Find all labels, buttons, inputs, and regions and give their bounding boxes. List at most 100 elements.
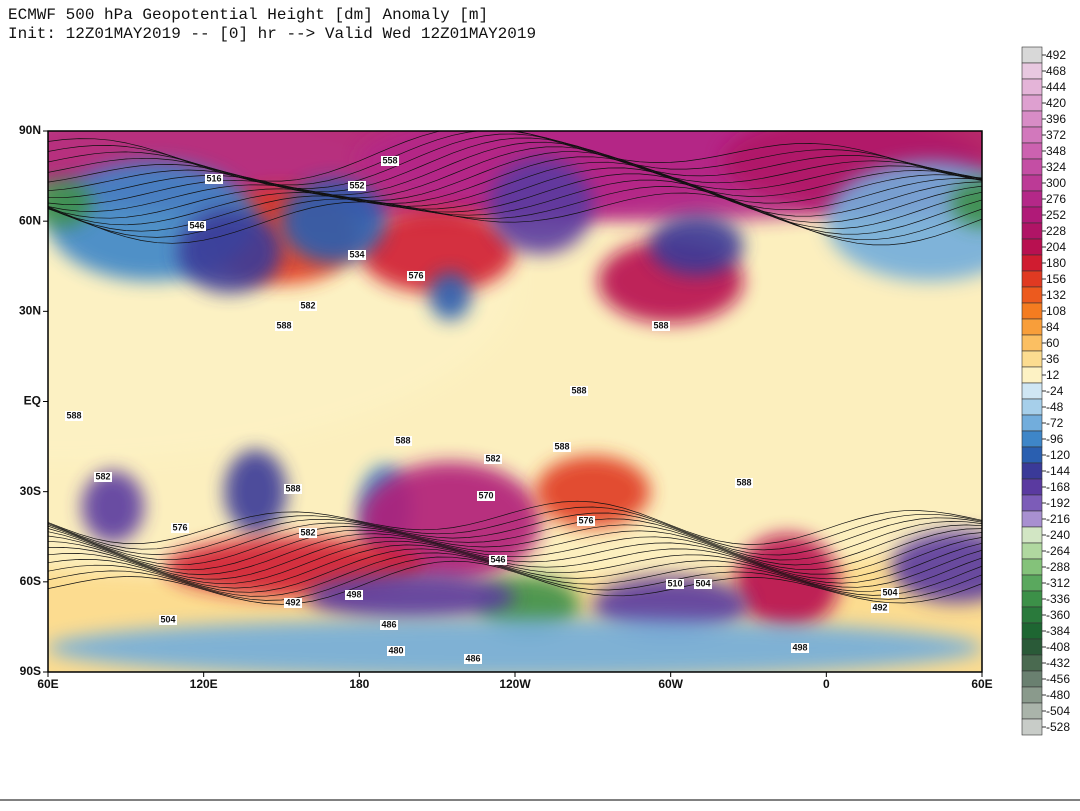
colorbar-label: -456 <box>1046 672 1070 686</box>
colorbar-label: -240 <box>1046 528 1070 542</box>
colorbar-swatch <box>1021 558 1043 576</box>
contour-label-bg <box>205 174 223 184</box>
colorbar-label: -432 <box>1046 656 1070 670</box>
contour-label: 582 <box>300 300 315 310</box>
lat-tick-label: 90S <box>20 664 41 678</box>
colorbar-swatch <box>1021 510 1043 528</box>
colorbar-swatch <box>1021 174 1043 192</box>
lon-tick-label: 180 <box>349 677 369 691</box>
contour-line <box>48 552 982 597</box>
colorbar-swatch <box>1021 158 1043 176</box>
contour-label-bg <box>299 301 317 311</box>
colorbar-swatch <box>1021 238 1043 256</box>
colorbar-label: 228 <box>1046 224 1066 238</box>
colorbar-swatch <box>1021 206 1043 224</box>
colorbar-swatch <box>1021 638 1043 656</box>
colorbar-label: 180 <box>1046 256 1066 270</box>
colorbar-label: -48 <box>1046 400 1064 414</box>
contour-label-bg <box>407 271 425 281</box>
contour-label-bg <box>275 321 293 331</box>
contour-label: 510 <box>667 578 682 588</box>
colorbar-swatch <box>1021 94 1043 112</box>
colorbar-label: 156 <box>1046 272 1066 286</box>
lat-tick-label: 60S <box>20 574 41 588</box>
colorbar-label: 12 <box>1046 368 1060 382</box>
colorbar-swatch <box>1021 270 1043 288</box>
contour-line <box>48 512 982 556</box>
contour-label: 516 <box>206 173 221 183</box>
contour-label: 504 <box>695 578 710 588</box>
contour-label: 552 <box>349 180 364 190</box>
colorbar-swatch <box>1021 526 1043 544</box>
contour-label-bg <box>94 472 112 482</box>
contour-label: 486 <box>465 653 480 663</box>
colorbar-swatch <box>1021 398 1043 416</box>
colorbar-label: -336 <box>1046 592 1070 606</box>
contour-label-bg <box>553 442 571 452</box>
contour-line <box>48 500 982 545</box>
contour-label-bg <box>666 579 684 589</box>
colorbar-swatch <box>1021 334 1043 352</box>
contour-line <box>48 156 982 211</box>
contour-label-bg <box>348 181 366 191</box>
colorbar-label: -24 <box>1046 384 1064 398</box>
colorbar-swatch <box>1021 382 1043 400</box>
colorbar-label: -504 <box>1046 704 1070 718</box>
contour-line <box>48 528 982 571</box>
contour-label-bg <box>171 523 189 533</box>
contour-label: 546 <box>189 220 204 230</box>
contour-label-bg <box>489 555 507 565</box>
contour-line <box>48 537 982 580</box>
contour-label-bg <box>484 454 502 464</box>
colorbar-swatch <box>1021 142 1043 160</box>
colorbar-label: -288 <box>1046 560 1070 574</box>
colorbar-label: 492 <box>1046 48 1066 62</box>
contour-label-bg <box>348 250 366 260</box>
contour-label-bg <box>652 321 670 331</box>
lon-tick-label: 120E <box>190 677 218 691</box>
colorbar-label: -480 <box>1046 688 1070 702</box>
anomaly-area <box>81 470 145 543</box>
contour-label-bg <box>345 590 363 600</box>
colorbar-label: 276 <box>1046 192 1066 206</box>
colorbar-label: -192 <box>1046 496 1070 510</box>
colorbar-swatch <box>1021 654 1043 672</box>
contour-label: 588 <box>653 320 668 330</box>
colorbar-swatch <box>1021 302 1043 320</box>
contour-label-bg <box>284 598 302 608</box>
contour-label: 588 <box>395 435 410 445</box>
colorbar-swatch <box>1021 78 1043 96</box>
contour-label: 582 <box>95 471 110 481</box>
colorbar-label: 252 <box>1046 208 1066 222</box>
title-line2: Init: 12Z01MAY2019 -- [0] hr --> Valid W… <box>8 25 536 43</box>
contour-line <box>48 167 982 223</box>
contour-label-bg <box>188 221 206 231</box>
contour-label: 480 <box>388 645 403 655</box>
anomaly-area <box>488 158 593 255</box>
contour-line <box>48 151 982 204</box>
colorbar-swatch <box>1021 718 1043 736</box>
colorbar-swatch <box>1021 670 1043 688</box>
contour-label: 588 <box>66 410 81 420</box>
colorbar-swatch <box>1021 430 1043 448</box>
contour-label: 582 <box>300 527 315 537</box>
contour-label: 546 <box>490 554 505 564</box>
contour-line <box>48 131 982 182</box>
contour-line <box>48 540 982 585</box>
lat-tick-label: 30S <box>20 484 41 498</box>
contour-label: 582 <box>485 453 500 463</box>
contour-label: 570 <box>478 490 493 500</box>
contour-line <box>48 556 982 601</box>
colorbar-label: 420 <box>1046 96 1066 110</box>
contour-label-bg <box>477 491 495 501</box>
colorbar-swatch <box>1021 126 1043 144</box>
contour-line <box>48 192 982 246</box>
colorbar-label: -120 <box>1046 448 1070 462</box>
colorbar-swatch <box>1021 46 1043 64</box>
colorbar-label: 108 <box>1046 304 1066 318</box>
contour-line <box>48 560 982 605</box>
anomaly-area <box>826 161 982 282</box>
colorbar-swatch <box>1021 110 1043 128</box>
anomaly-area <box>359 209 516 294</box>
colorbar-swatch <box>1021 478 1043 496</box>
